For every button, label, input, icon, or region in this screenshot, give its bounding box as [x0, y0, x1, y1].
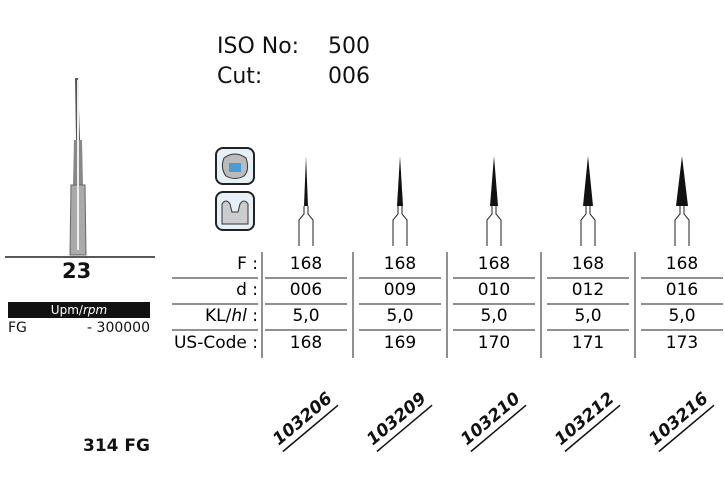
order-code: 103212 [551, 389, 618, 450]
cell-value: 5,0 [480, 306, 508, 326]
bur-shank [298, 206, 314, 246]
bur-tip [397, 156, 403, 206]
bur-shank [580, 206, 596, 246]
bur-tip [676, 156, 688, 206]
order-code-underline [658, 404, 715, 453]
row-label-part: d : [236, 280, 258, 300]
cell-value: 006 [289, 280, 323, 300]
cell-value: 168 [571, 254, 605, 274]
cell-value: 012 [571, 280, 605, 300]
row-label-part: US-Code : [173, 333, 258, 353]
row-label: F : [168, 254, 258, 274]
bur-tip [304, 156, 308, 206]
cell-value: 016 [665, 280, 699, 300]
row-label-part: KL/ [205, 306, 232, 326]
cell-value: 168 [665, 254, 699, 274]
cell-value: 009 [383, 280, 417, 300]
order-code: 103216 [645, 389, 712, 450]
product-number: 23 [62, 259, 92, 283]
cell-value: 169 [383, 333, 417, 353]
cell-value: 010 [477, 280, 511, 300]
cut-label: Cut: [217, 64, 263, 89]
cell-value: 168 [477, 254, 511, 274]
speed-prefix: FG [8, 320, 27, 336]
speed-unit-part: rpm [82, 303, 108, 317]
speed-unit-part: / [78, 303, 83, 317]
cut-value: 006 [328, 64, 370, 89]
bur-shank [392, 206, 408, 246]
row-label-part: : [246, 306, 258, 326]
cell-value: 5,0 [668, 306, 696, 326]
bur-shank [486, 206, 502, 246]
row-label: US-Code : [168, 333, 258, 353]
product-name: 314 FG [83, 436, 150, 456]
order-code-underline [564, 404, 621, 453]
icon-cavity [215, 191, 255, 231]
speed-unit: Upm/rpm [8, 302, 150, 318]
row-label: d : [168, 280, 258, 300]
iso-value: 500 [328, 34, 370, 59]
bur-tip [490, 156, 498, 206]
icon-crown [215, 147, 255, 185]
cell-value: 168 [289, 333, 323, 353]
bur-shank [674, 206, 690, 246]
row-label-part: hl [231, 306, 247, 326]
speed-unit-part: Upm [50, 303, 79, 317]
row-label-part: F : [237, 254, 258, 274]
cell-value: 168 [383, 254, 417, 274]
bur-photo [69, 78, 87, 256]
order-code: 103206 [269, 389, 336, 450]
bur-tip [583, 156, 593, 206]
cell-value: 5,0 [574, 306, 602, 326]
order-code: 103210 [457, 389, 524, 450]
order-code-underline [282, 404, 339, 453]
cell-value: 173 [665, 333, 699, 353]
speed-value: - 300000 [87, 320, 150, 336]
cell-value: 171 [571, 333, 605, 353]
cell-value: 168 [289, 254, 323, 274]
order-code-underline [470, 404, 527, 453]
order-code: 103209 [363, 389, 430, 450]
cell-value: 5,0 [292, 306, 320, 326]
speed-box [8, 302, 150, 318]
row-label: KL/hl : [168, 306, 258, 326]
order-code-underline [376, 404, 433, 453]
cell-value: 5,0 [386, 306, 414, 326]
iso-label: ISO No: [217, 34, 300, 59]
cell-value: 170 [477, 333, 511, 353]
